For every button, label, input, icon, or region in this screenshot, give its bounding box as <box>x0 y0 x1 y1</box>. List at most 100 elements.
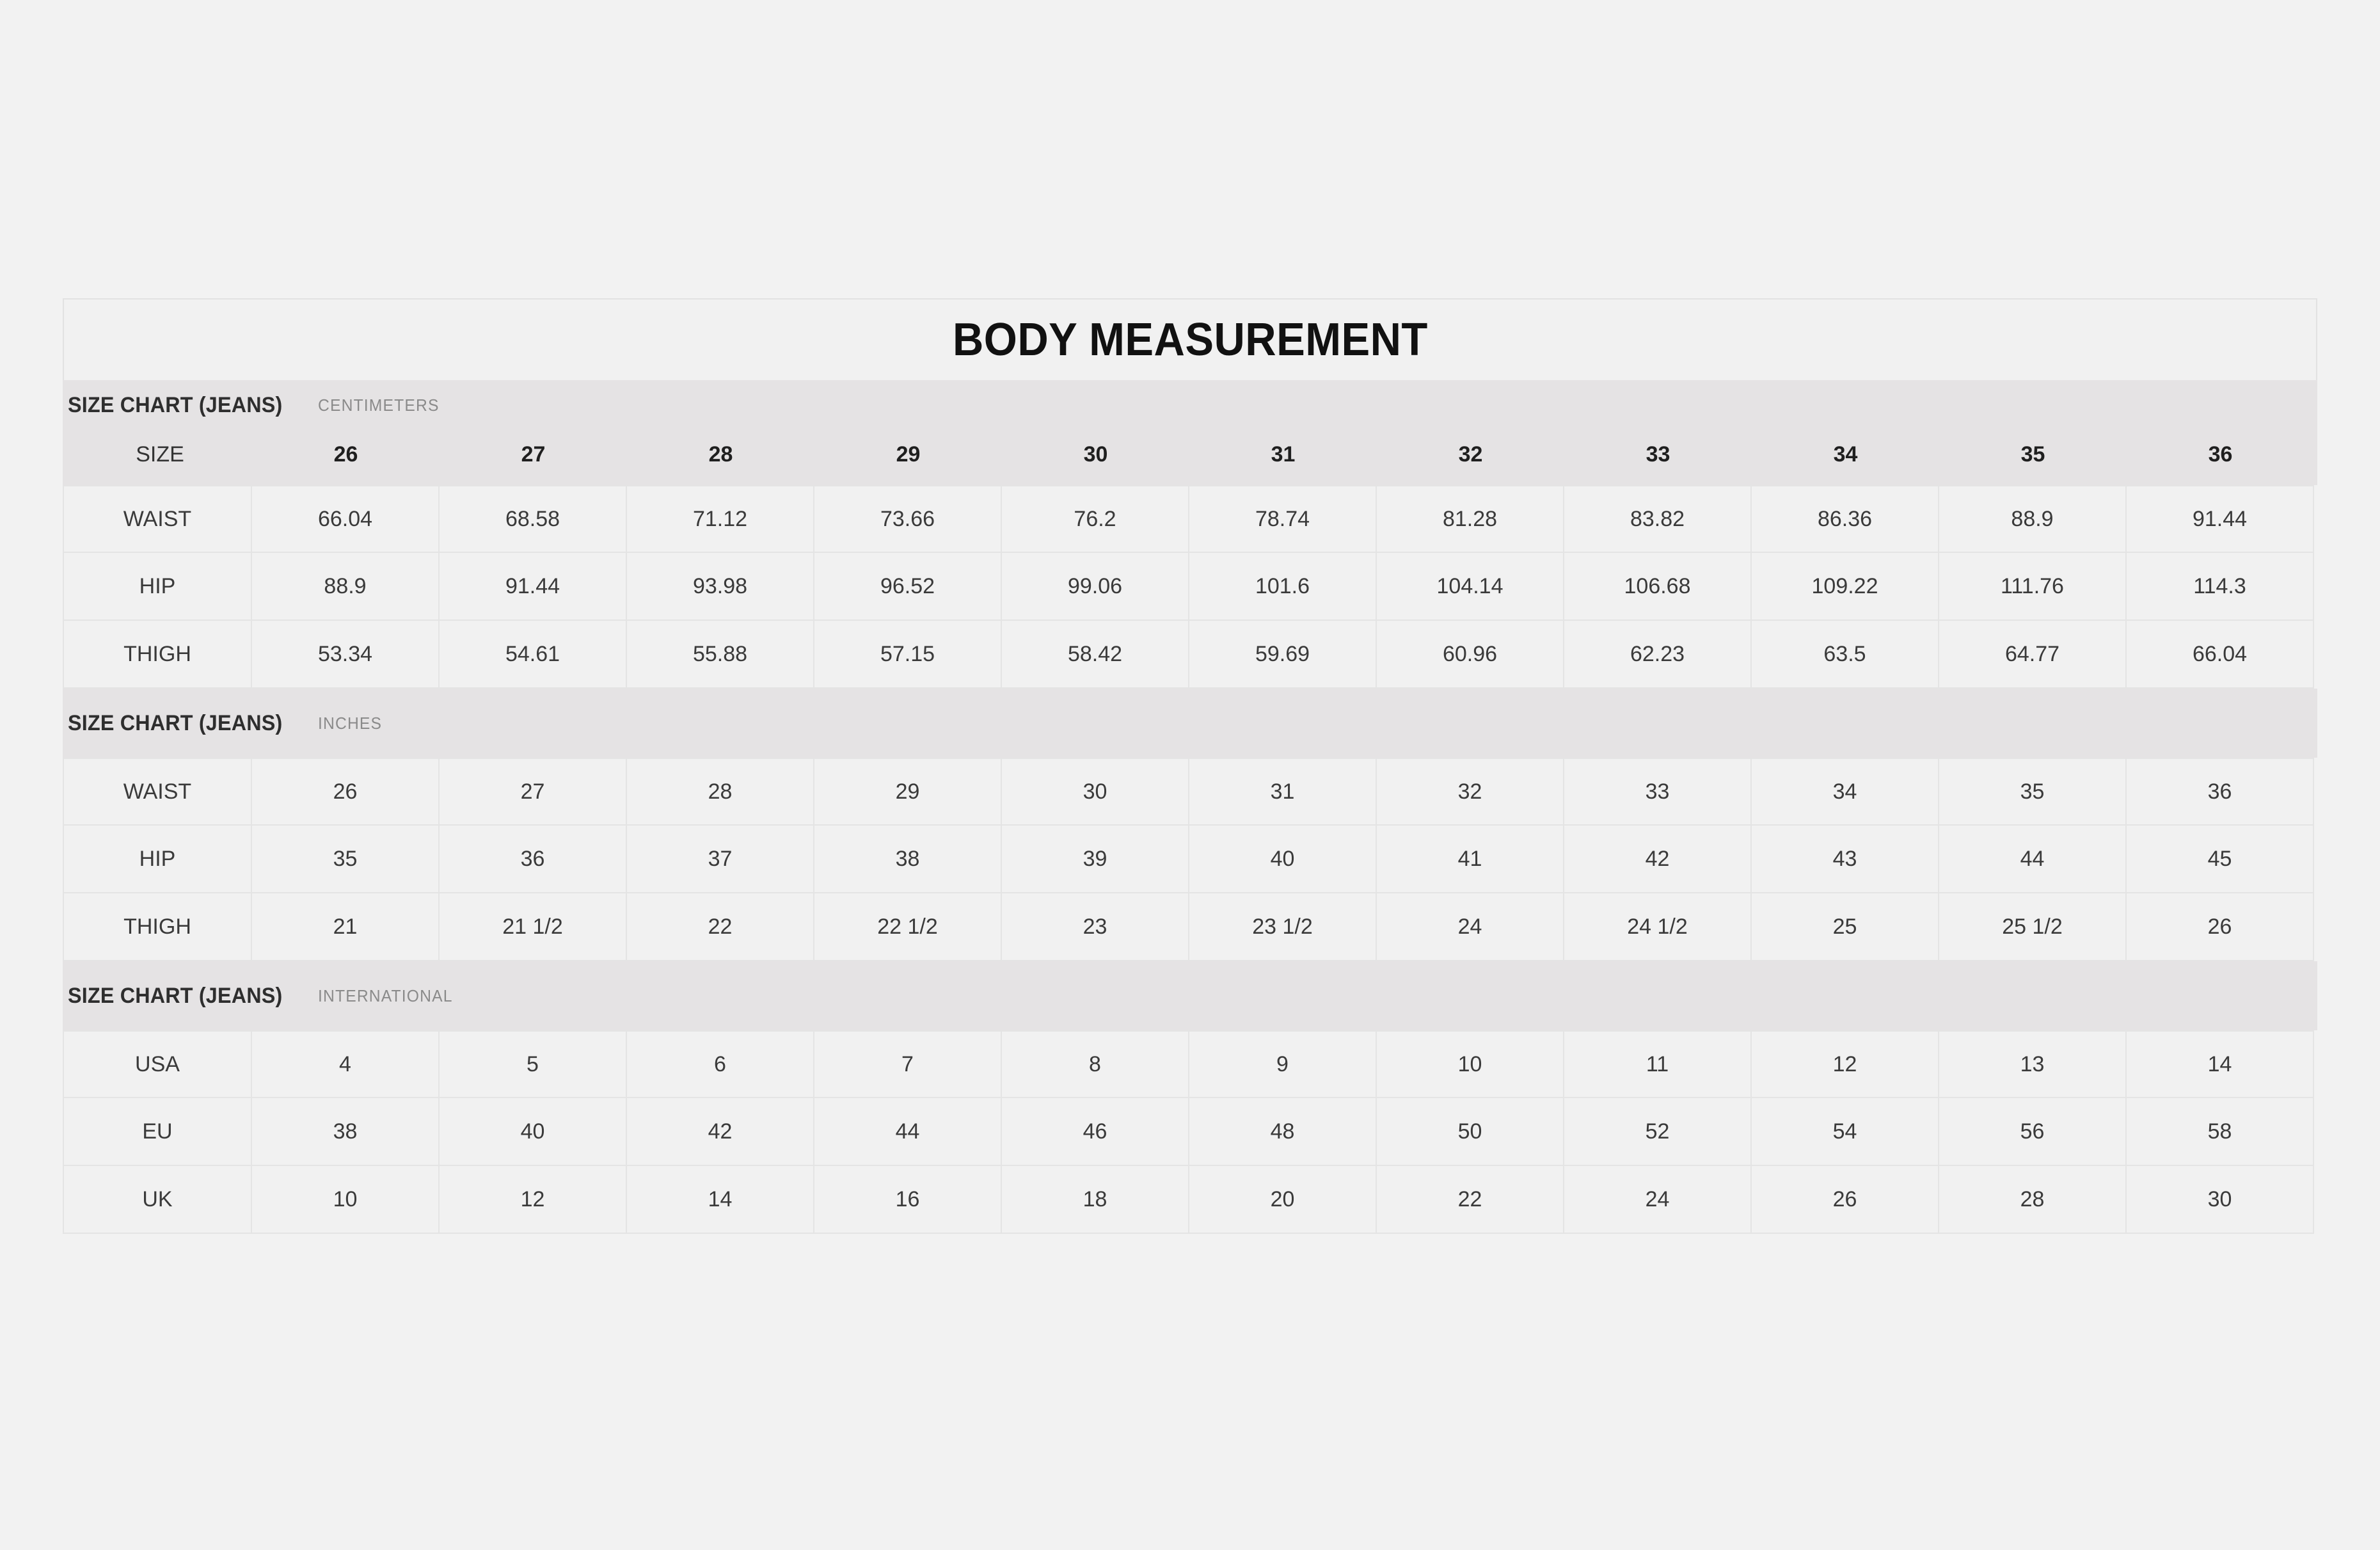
table-cell: 57.15 <box>814 621 1002 689</box>
table-cell: 36 <box>440 826 627 893</box>
table-cell: 111.76 <box>1939 553 2127 621</box>
table-cell: 21 <box>252 893 440 961</box>
table-cell: 56 <box>1939 1098 2127 1166</box>
table-cell: 83.82 <box>1564 485 1752 553</box>
page-title: BODY MEASUREMENT <box>952 314 1428 365</box>
table-cell: 43 <box>1752 826 1939 893</box>
table-cell: 12 <box>440 1166 627 1234</box>
table-cell: 96.52 <box>814 553 1002 621</box>
table-row: WAIST 66.04 68.58 71.12 73.66 76.2 78.74 81.28 8… <box>63 485 2317 553</box>
section-unit: CENTIMETERS <box>318 395 440 415</box>
section-band-labels: SIZE CHART (JEANS) INTERNATIONAL <box>68 984 460 1009</box>
table-cell: 14 <box>2127 1030 2314 1098</box>
table-cell: 38 <box>252 1098 440 1166</box>
table-cell: 40 <box>1189 826 1377 893</box>
table-cell: 16 <box>814 1166 1002 1234</box>
table-cell: 86.36 <box>1752 485 1939 553</box>
table-cell: 44 <box>1939 826 2127 893</box>
table-cell: 24 <box>1564 1166 1752 1234</box>
table-cell: 55.88 <box>627 621 814 689</box>
table-cell: 64.77 <box>1939 621 2127 689</box>
title-bar: BODY MEASUREMENT <box>63 298 2317 380</box>
table-cell: 5 <box>440 1030 627 1098</box>
size-header-cell: 35 <box>2020 442 2045 467</box>
size-header-cell: 33 <box>1646 442 1670 467</box>
table-cell: 101.6 <box>1189 553 1377 621</box>
size-header-cell: 29 <box>896 442 921 467</box>
table-cell: 48 <box>1189 1098 1377 1166</box>
table-cell: 38 <box>814 826 1002 893</box>
table-cell: 26 <box>2127 893 2314 961</box>
table-cell: 42 <box>627 1098 814 1166</box>
table-row: HIP 35 36 37 38 39 40 41 42 43 44 45 <box>63 826 2317 893</box>
table-cell: 23 1/2 <box>1189 893 1377 961</box>
table-cell: 35 <box>1939 758 2127 826</box>
table-row: USA 4 5 6 7 8 9 10 11 12 13 14 <box>63 1030 2317 1098</box>
table-cell: 54 <box>1752 1098 1939 1166</box>
size-header-label: SIZE <box>136 442 184 467</box>
section-band-inches: SIZE CHART (JEANS) INCHES <box>63 689 2317 758</box>
table-cell: 44 <box>814 1098 1002 1166</box>
section-band-international: SIZE CHART (JEANS) INTERNATIONAL <box>63 961 2317 1030</box>
table-cell: 58.42 <box>1002 621 1189 689</box>
table-cell: 18 <box>1002 1166 1189 1234</box>
table-cell: 25 1/2 <box>1939 893 2127 961</box>
table-cell: 76.2 <box>1002 485 1189 553</box>
table-cell: 60.96 <box>1377 621 1564 689</box>
table-cell: 91.44 <box>2127 485 2314 553</box>
table-cell: 22 <box>627 893 814 961</box>
table-row: HIP 88.9 91.44 93.98 96.52 99.06 101.6 104.14 10… <box>63 553 2317 621</box>
table-cell: 22 1/2 <box>814 893 1002 961</box>
table-cell: 8 <box>1002 1030 1189 1098</box>
table-cell: 21 1/2 <box>440 893 627 961</box>
size-header-cell: 30 <box>1083 442 1108 467</box>
size-header-cell: 36 <box>2208 442 2233 467</box>
table-cell: 104.14 <box>1377 553 1564 621</box>
table-cell: 37 <box>627 826 814 893</box>
table-cell: 40 <box>440 1098 627 1166</box>
table-cell: 25 <box>1752 893 1939 961</box>
table-cell: 10 <box>252 1166 440 1234</box>
table-cell: 34 <box>1752 758 1939 826</box>
table-cell: 23 <box>1002 893 1189 961</box>
table-cell: 6 <box>627 1030 814 1098</box>
size-chart-sheet: BODY MEASUREMENT SIZE CHART (JEANS) CENTI… <box>63 298 2317 1234</box>
row-label: HIP <box>63 553 252 621</box>
table-cell: 12 <box>1752 1030 1939 1098</box>
sections-container: SIZE CHART (JEANS) CENTIMETERS SIZE 26 27 28 2… <box>63 380 2317 1234</box>
table-cell: 109.22 <box>1752 553 1939 621</box>
table-cell: 26 <box>1752 1166 1939 1234</box>
table-cell: 13 <box>1939 1030 2127 1098</box>
table-cell: 35 <box>252 826 440 893</box>
table-cell: 36 <box>2127 758 2314 826</box>
table-cell: 54.61 <box>440 621 627 689</box>
row-label: UK <box>63 1166 252 1234</box>
table-cell: 9 <box>1189 1030 1377 1098</box>
table-row: THIGH 21 21 1/2 22 22 1/2 23 23 1/2 24 24 1/2 25 2… <box>63 893 2317 961</box>
table-cell: 63.5 <box>1752 621 1939 689</box>
section-unit: INTERNATIONAL <box>318 986 453 1005</box>
table-row: UK 10 12 14 16 18 20 22 24 26 28 30 <box>63 1166 2317 1234</box>
table-cell: 11 <box>1564 1030 1752 1098</box>
table-cell: 30 <box>2127 1166 2314 1234</box>
row-label: WAIST <box>63 485 252 553</box>
table-cell: 52 <box>1564 1098 1752 1166</box>
table-cell: 62.23 <box>1564 621 1752 689</box>
table-cell: 26 <box>252 758 440 826</box>
table-cell: 7 <box>814 1030 1002 1098</box>
table-row: WAIST 26 27 28 29 30 31 32 33 34 35 36 <box>63 758 2317 826</box>
table-cell: 10 <box>1377 1030 1564 1098</box>
row-label: THIGH <box>63 893 252 961</box>
table-cell: 33 <box>1564 758 1752 826</box>
table-cell: 93.98 <box>627 553 814 621</box>
table-cell: 73.66 <box>814 485 1002 553</box>
table-cell: 22 <box>1377 1166 1564 1234</box>
size-header-cell: 27 <box>521 442 546 467</box>
table-row: EU 38 40 42 44 46 48 50 52 54 56 58 <box>63 1098 2317 1166</box>
table-cell: 106.68 <box>1564 553 1752 621</box>
size-header-cell: 28 <box>708 442 733 467</box>
table-cell: 68.58 <box>440 485 627 553</box>
table-cell: 88.9 <box>1939 485 2127 553</box>
section-band-labels: SIZE CHART (JEANS) CENTIMETERS <box>68 393 446 418</box>
table-cell: 78.74 <box>1189 485 1377 553</box>
